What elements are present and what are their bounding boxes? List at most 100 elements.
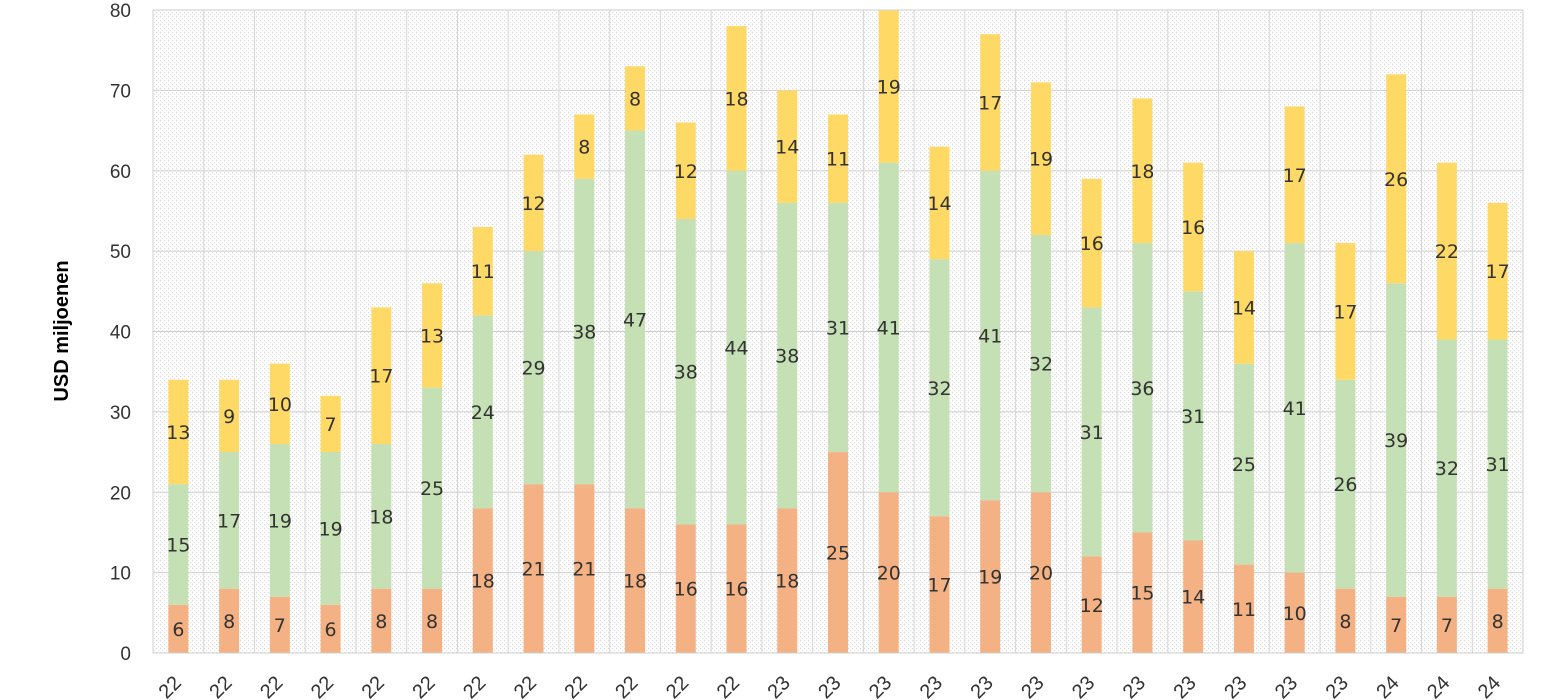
bar-segment: [1284, 106, 1305, 244]
data-label: 8: [426, 611, 438, 633]
data-label: 8: [223, 611, 235, 633]
bar-segment: [422, 588, 443, 653]
data-label: 17: [927, 575, 951, 597]
bar-segment: [472, 227, 493, 316]
data-label: 7: [1390, 615, 1402, 637]
bar-segment: [726, 26, 747, 171]
y-tick-label: 30: [110, 403, 131, 424]
data-label: 15: [1130, 583, 1154, 605]
x-tick-label: 22: [307, 672, 338, 700]
x-tick-label: 23: [1119, 672, 1150, 700]
data-label: 8: [578, 137, 590, 159]
data-label: 14: [1181, 587, 1205, 609]
x-tick-label: 23: [865, 672, 896, 700]
data-label: 6: [172, 619, 184, 641]
data-label: 7: [274, 615, 286, 637]
bar-segment: [320, 395, 341, 453]
data-labels: 6 15 13 8 17 9 7 19 10 6 19 7 8 18 17 8 25 13 18 24 11 21 29 12…: [166, 76, 1509, 641]
x-tick-label: 22: [408, 672, 439, 700]
bar-segment: [980, 170, 1001, 501]
bars: [168, 10, 1508, 653]
data-label: 24: [471, 402, 495, 424]
bar-segment: [320, 452, 341, 605]
bar-segment: [929, 516, 950, 653]
bar-segment: [1030, 82, 1051, 236]
x-tick-label: 23: [1271, 672, 1302, 700]
data-label: 18: [471, 571, 495, 593]
data-label: 25: [420, 478, 444, 500]
data-label: 11: [826, 149, 850, 171]
x-tick-label: 22: [713, 672, 744, 700]
data-label: 32: [1435, 458, 1459, 480]
bar-segment: [574, 178, 595, 485]
bar-segment: [726, 170, 747, 525]
y-tick-label: 40: [110, 323, 131, 344]
bar-segment: [1233, 363, 1254, 565]
bar-segment: [1132, 98, 1153, 244]
x-tick-label: 23: [1068, 672, 1099, 700]
data-label: 14: [775, 137, 799, 159]
bar-segment: [269, 444, 290, 597]
data-label: 6: [325, 619, 337, 641]
data-label: 8: [1339, 611, 1351, 633]
bar-segment: [980, 34, 1001, 171]
data-label: 12: [521, 193, 545, 215]
bar-segment: [777, 202, 798, 509]
data-label: 32: [927, 378, 951, 400]
data-label: 38: [572, 322, 596, 344]
bar-segment: [625, 66, 646, 131]
data-label: 9: [223, 406, 235, 428]
x-tick-label: 23: [1220, 672, 1251, 700]
data-label: 8: [629, 88, 641, 110]
data-label: 31: [1080, 422, 1104, 444]
data-label: 12: [1080, 595, 1104, 617]
bar-segment: [878, 162, 899, 493]
data-label: 16: [1080, 233, 1104, 255]
y-tick-label: 60: [110, 162, 131, 183]
data-label: 31: [826, 317, 850, 339]
x-tick-label: 23: [1322, 672, 1353, 700]
bar-segment: [1335, 588, 1356, 653]
y-tick-label: 20: [110, 483, 131, 504]
bar-segment: [523, 154, 544, 252]
bar-segment: [422, 283, 443, 388]
x-tick-label: 22: [561, 672, 592, 700]
data-label: 18: [775, 571, 799, 593]
x-tick-label: 22: [662, 672, 693, 700]
bar-segment: [1183, 162, 1204, 292]
bar-segment: [828, 114, 848, 203]
bar-segment: [219, 379, 240, 453]
data-label: 16: [1181, 217, 1205, 239]
bar-segment: [1081, 178, 1102, 308]
data-label: 19: [978, 567, 1002, 589]
bar-segment: [878, 492, 899, 653]
data-label: 8: [1492, 611, 1504, 633]
x-tick-label: 23: [814, 672, 845, 700]
bar-segment: [574, 484, 595, 653]
data-label: 16: [724, 579, 748, 601]
bar-segment: [371, 307, 392, 445]
data-label: 39: [1384, 430, 1408, 452]
x-tick-label: 24: [1372, 672, 1403, 700]
data-label: 13: [420, 326, 444, 348]
x-tick-label: 22: [256, 672, 287, 700]
data-label: 7: [325, 414, 337, 436]
y-axis-title: USD miljoenen: [51, 260, 73, 401]
bar-segment: [625, 130, 646, 509]
x-tick-label: 22: [510, 672, 541, 700]
data-label: 11: [471, 261, 495, 283]
data-label: 25: [1232, 454, 1256, 476]
bar-segment: [320, 604, 341, 653]
y-tick-label: 50: [110, 242, 131, 263]
bar-segment: [828, 202, 848, 453]
data-label: 19: [318, 518, 342, 540]
bar-segment: [168, 604, 189, 653]
bar-segment: [1335, 243, 1356, 380]
data-label: 17: [1333, 301, 1357, 323]
bar-segment: [726, 524, 747, 653]
data-label: 14: [927, 193, 951, 215]
data-label: 12: [674, 161, 698, 183]
bar-segment: [168, 379, 189, 485]
